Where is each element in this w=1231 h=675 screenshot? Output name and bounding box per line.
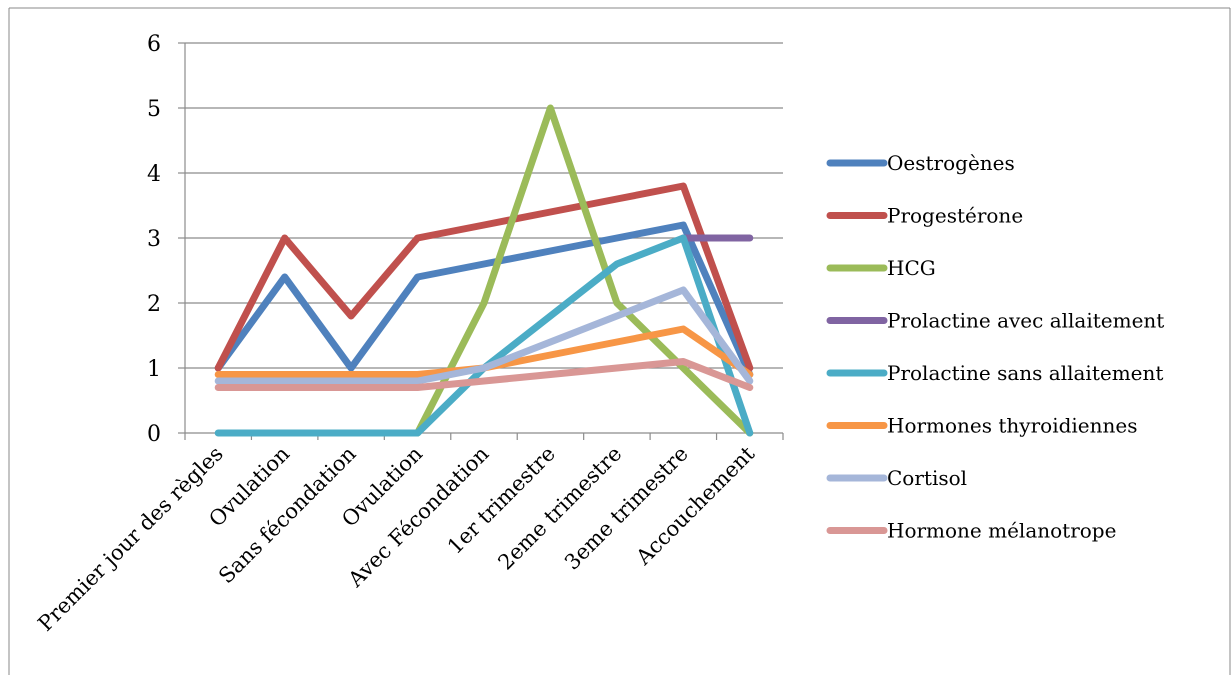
series-lines <box>218 108 750 433</box>
legend-label: Cortisol <box>887 466 967 490</box>
y-tick-label: 5 <box>147 97 161 122</box>
legend-label: Progestérone <box>887 204 1023 228</box>
legend-label: Hormone mélanotrope <box>887 519 1116 543</box>
x-tick-label: 3eme trimestre <box>560 442 693 575</box>
y-tick-label: 0 <box>147 422 161 447</box>
y-tick-label: 4 <box>147 162 161 187</box>
legend-label: Prolactine avec allaitement <box>887 309 1164 333</box>
legend-label: Hormones thyroidiennes <box>887 414 1138 438</box>
legend-label: HCG <box>887 256 936 280</box>
y-tick-label: 6 <box>147 32 161 57</box>
y-tick-label: 1 <box>147 357 161 382</box>
y-tick-label: 2 <box>147 292 161 317</box>
x-tick-label: 2eme trimestre <box>493 442 626 575</box>
series-line-1 <box>218 186 750 368</box>
legend: Oestrogènes Progestérone HCG Prolactine ave… <box>830 151 1164 543</box>
legend-label: Prolactine sans allaitement <box>887 361 1163 385</box>
legend-label: Oestrogènes <box>887 151 1015 175</box>
x-tick-label: Premier jour des règles <box>33 442 227 636</box>
x-tick-label: Accouchement <box>631 441 760 570</box>
y-tick-label: 3 <box>147 227 161 252</box>
